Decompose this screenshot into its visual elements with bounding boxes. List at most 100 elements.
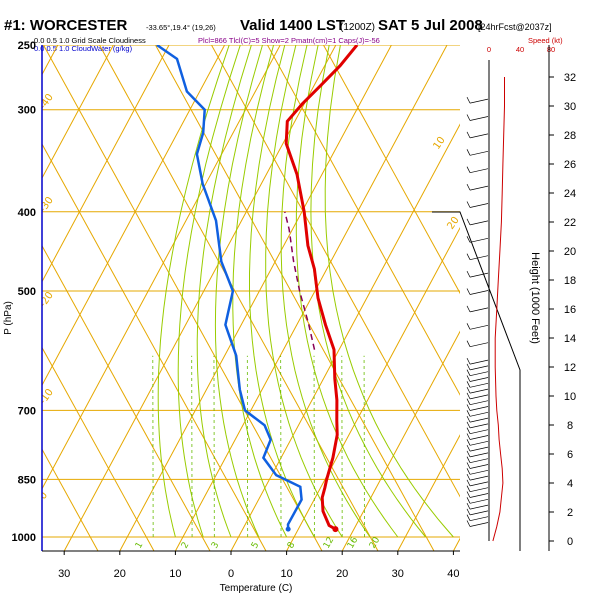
wind-barb-flag xyxy=(466,497,471,504)
forecast-run: [24hrFcst@2037z] xyxy=(478,22,552,32)
wind-barb-flag xyxy=(466,381,471,388)
wind-barb-flag xyxy=(466,392,471,400)
dry-adiabat-line xyxy=(42,244,211,551)
temperature-tick-label: 30 xyxy=(58,568,70,580)
height-tick-label: 14 xyxy=(564,333,576,345)
wind-barb-flag xyxy=(466,218,471,226)
wind-barb xyxy=(469,429,489,435)
wind-barb xyxy=(469,324,489,330)
station-coords: -33.65°,19.4° (19,26) xyxy=(146,23,216,32)
wind-barb xyxy=(469,203,489,208)
pressure-tick-label: 400 xyxy=(18,207,36,219)
mixing-ratio-label: 16 xyxy=(346,535,361,550)
temperature-axis-ticks: 30 20 10 0 10 20 30 40 xyxy=(58,551,460,580)
height-tick-label: 12 xyxy=(564,362,576,374)
wind-barb xyxy=(469,272,489,278)
mixing-ratio-label: 3 xyxy=(210,541,222,551)
isotherm-label: 20 xyxy=(445,215,461,232)
temperature-tick-label: 20 xyxy=(114,568,126,580)
height-scale-connector xyxy=(432,211,521,551)
wind-barb xyxy=(469,411,489,417)
wind-barb xyxy=(469,516,489,522)
dry-adiabat-line xyxy=(154,45,435,551)
wind-barb xyxy=(469,487,489,493)
wind-barb xyxy=(469,307,489,313)
forecast-date: SAT 5 Jul 2008 xyxy=(378,17,483,34)
wind-barb-flag xyxy=(466,270,471,278)
wind-barb-flag xyxy=(466,520,471,527)
wind-barb-flag xyxy=(466,427,471,434)
wind-speed-line xyxy=(492,77,505,542)
pressure-tick-label: 850 xyxy=(18,474,36,486)
wind-barb xyxy=(469,446,489,452)
isotherm-line xyxy=(42,45,59,76)
wind-barb-flag xyxy=(466,357,471,365)
isotherm-line xyxy=(397,434,460,551)
height-tick-label: 24 xyxy=(564,188,576,200)
wind-barb-flag xyxy=(466,369,471,376)
height-tick-label: 28 xyxy=(564,130,576,142)
pressure-axis-ticks: 250 300 400 500 700 850 1000 xyxy=(12,40,36,544)
height-axis-label: Height (1000 Feet) xyxy=(529,252,541,344)
wind-barb xyxy=(469,481,489,487)
isotherm-label: 0 xyxy=(37,490,50,502)
station-title: #1: WORCESTER xyxy=(4,17,128,34)
dry-adiabat-line xyxy=(266,45,460,396)
isotherm-line xyxy=(509,0,600,551)
height-tick-label: 8 xyxy=(567,420,573,432)
speed-ticks: 0 40 80 xyxy=(487,45,555,54)
wind-barb-flag xyxy=(466,404,471,411)
height-tick-label: 4 xyxy=(567,478,573,490)
utc-time: (1200Z) xyxy=(340,22,375,33)
wind-barb-flag xyxy=(466,114,471,121)
wind-barb xyxy=(469,504,489,510)
wind-barb xyxy=(469,342,489,348)
wind-barb-flag xyxy=(466,340,471,347)
isotherm-label: 10 xyxy=(431,135,447,152)
isotherm-line xyxy=(0,0,45,551)
wind-barb-flag xyxy=(466,415,471,423)
moist-adiabat-line xyxy=(324,45,454,538)
temperature-tick-label: 10 xyxy=(169,568,181,580)
wind-barb-flag xyxy=(466,398,471,405)
wind-barb xyxy=(469,400,489,406)
speed-tick-label: 0 xyxy=(487,45,491,54)
moist-adiabat-line xyxy=(295,45,399,538)
wind-barb xyxy=(469,382,489,388)
temperature-tick-label: 30 xyxy=(392,568,404,580)
wind-barb-flag xyxy=(466,479,471,487)
wind-barb-flag xyxy=(466,468,471,475)
isotherm-line xyxy=(42,45,170,283)
wind-barb xyxy=(469,475,489,481)
wind-barb-flag xyxy=(466,433,471,440)
wind-barb xyxy=(469,371,489,377)
temperature-tick-label: 20 xyxy=(336,568,348,580)
height-tick-label: 20 xyxy=(564,246,576,258)
wind-barb xyxy=(469,365,489,371)
speed-tick-label: 40 xyxy=(516,45,524,54)
wind-barb-flag xyxy=(466,363,471,371)
wind-barb xyxy=(469,185,489,191)
temperature-tick-label: 10 xyxy=(280,568,292,580)
mixing-ratio-label: 8 xyxy=(286,540,298,550)
wind-barb xyxy=(469,168,489,174)
wind-barbs xyxy=(466,96,489,527)
moist-adiabat-line xyxy=(214,45,263,538)
wind-barb-flag xyxy=(466,508,471,516)
wind-barb xyxy=(469,417,489,423)
isotherm-line xyxy=(42,45,281,490)
dry-adiabat-line xyxy=(42,549,43,551)
wind-speed-profile xyxy=(488,60,505,542)
isotherm-line xyxy=(452,537,460,551)
dry-adiabat-line xyxy=(42,45,323,551)
moist-adiabat-line xyxy=(177,45,241,538)
temperature-tick-label: 40 xyxy=(447,568,459,580)
isotherm-line xyxy=(286,226,460,551)
wind-barb-flag xyxy=(466,473,471,481)
surface-temperature-point xyxy=(332,526,339,533)
series-dewpoint-line xyxy=(156,45,303,530)
isobar-lines xyxy=(42,45,460,538)
wind-barb xyxy=(469,377,489,382)
speed-tick-label: 80 xyxy=(547,45,555,54)
pressure-tick-label: 500 xyxy=(18,286,36,298)
